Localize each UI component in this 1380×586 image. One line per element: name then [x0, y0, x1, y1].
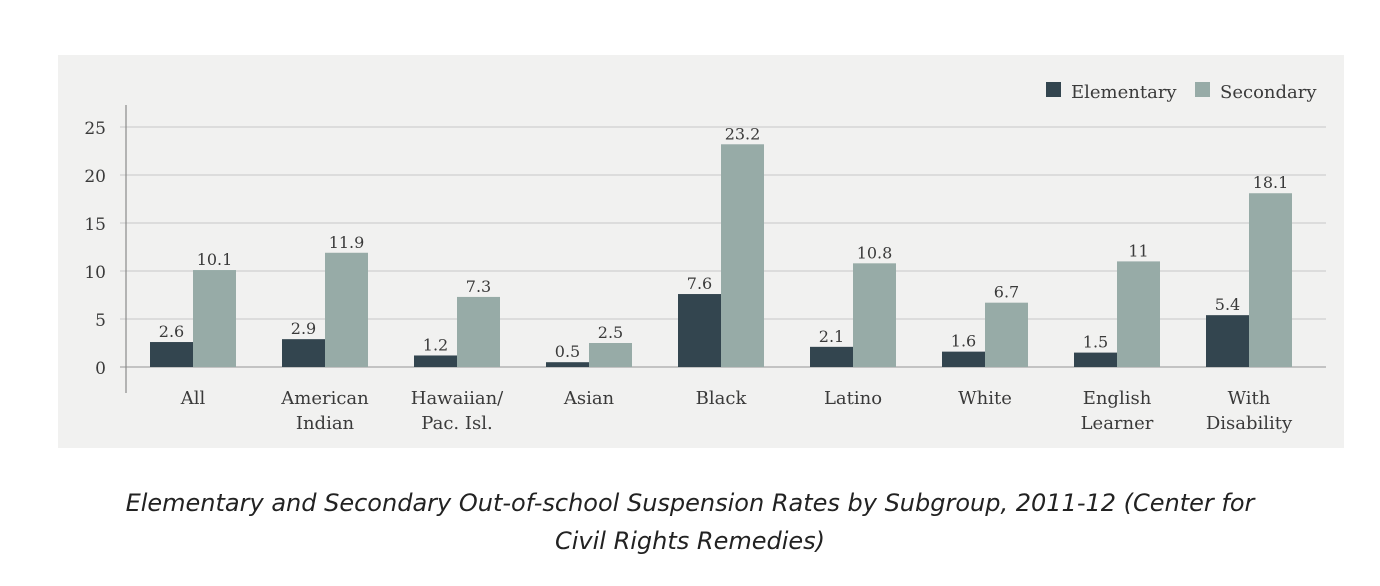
data-label-elementary: 2.9 — [291, 319, 316, 338]
legend-swatch-elementary — [1046, 82, 1061, 97]
bar-chart: 2.6 10.1 2.9 11.9 1.2 7.3 0.5 2.5 7.6 23.2 2.1 10.8… — [84, 82, 1326, 434]
x-tick-label: With — [1228, 388, 1271, 409]
x-tick-label: Latino — [824, 388, 882, 409]
data-label-secondary: 11 — [1128, 241, 1148, 260]
y-tick-label: 0 — [95, 359, 106, 379]
data-label-secondary: 23.2 — [725, 124, 761, 143]
x-tick-label: Learner — [1081, 413, 1154, 434]
data-label-secondary: 6.7 — [994, 283, 1019, 302]
x-tick-label: American — [280, 388, 369, 409]
bar-secondary — [193, 270, 236, 367]
bar-elementary — [546, 362, 589, 367]
x-tick-label: Pac. Isl. — [421, 413, 492, 434]
data-label-elementary: 1.5 — [1083, 333, 1108, 352]
bar-elementary — [414, 355, 457, 367]
legend-swatch-secondary — [1195, 82, 1210, 97]
data-label-secondary: 10.8 — [857, 243, 893, 262]
x-tick-label: Black — [696, 388, 748, 409]
y-tick-label: 15 — [84, 215, 106, 235]
bar-secondary — [1117, 261, 1160, 367]
y-tick-label: 20 — [84, 167, 106, 187]
x-tick-label: White — [958, 388, 1012, 409]
legend-label-elementary: Elementary — [1071, 82, 1177, 103]
data-label-elementary: 2.1 — [819, 327, 844, 346]
data-label-elementary: 1.6 — [951, 332, 976, 351]
x-tick-label: Asian — [563, 388, 615, 409]
bar-secondary — [457, 296, 500, 367]
data-label-elementary: 7.6 — [687, 274, 712, 293]
figure-caption: Elementary and Secondary Out-of-school S… — [125, 489, 1255, 555]
bar-elementary — [1074, 352, 1117, 367]
x-tick-label: Hawaiian/ — [411, 388, 504, 409]
data-label-elementary: 1.2 — [423, 335, 448, 354]
x-tick-label: All — [180, 388, 206, 409]
bar-elementary — [150, 342, 193, 367]
data-label-secondary: 11.9 — [329, 233, 365, 252]
bar-elementary — [1206, 315, 1249, 367]
y-tick-label: 25 — [84, 119, 106, 139]
y-tick-labels: 0 5 10 15 20 25 — [84, 119, 106, 379]
data-label-secondary: 18.1 — [1253, 173, 1289, 192]
bar-elementary — [678, 294, 721, 367]
data-label-secondary: 10.1 — [197, 250, 233, 269]
bar-elementary — [282, 339, 325, 367]
bar-secondary — [985, 302, 1028, 367]
bar-secondary — [325, 252, 368, 367]
data-label-secondary: 2.5 — [598, 323, 623, 342]
x-tick-labels: All American Indian Hawaiian/Pac. Isl. Asian… — [180, 388, 1293, 434]
bar-secondary — [589, 343, 632, 367]
data-labels: 2.6 10.1 2.9 11.9 1.2 7.3 0.5 2.5 7.6 23.2 2.1 10.8… — [159, 124, 1289, 361]
data-label-secondary: 7.3 — [466, 277, 491, 296]
bar-elementary — [942, 351, 985, 367]
bar-secondary — [721, 144, 764, 367]
x-tick-label: Disability — [1206, 413, 1293, 434]
legend-label-secondary: Secondary — [1220, 82, 1317, 103]
bar-secondary — [1249, 193, 1292, 367]
y-tick-label: 10 — [84, 263, 106, 283]
y-tick-label: 5 — [95, 311, 106, 331]
bar-secondary — [853, 263, 896, 367]
data-label-elementary: 2.6 — [159, 322, 184, 341]
chart-panel: 2.6 10.1 2.9 11.9 1.2 7.3 0.5 2.5 7.6 23.2 2.1 10.8… — [58, 55, 1344, 448]
legend: Elementary Secondary — [1046, 82, 1317, 103]
bars — [150, 144, 1292, 367]
data-label-elementary: 5.4 — [1215, 295, 1240, 314]
x-tick-label: English — [1083, 388, 1152, 409]
data-label-elementary: 0.5 — [555, 342, 580, 361]
bar-elementary — [810, 346, 853, 367]
x-tick-label: Indian — [296, 413, 355, 434]
